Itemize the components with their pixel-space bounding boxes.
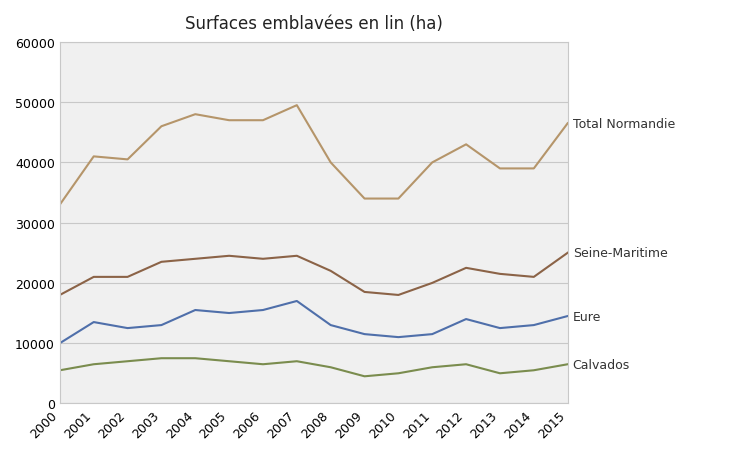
Text: Total Normandie: Total Normandie <box>573 117 675 131</box>
Text: Eure: Eure <box>573 310 601 323</box>
Text: Calvados: Calvados <box>573 358 630 371</box>
Title: Surfaces emblavées en lin (ha): Surfaces emblavées en lin (ha) <box>185 15 443 33</box>
Text: Seine-Maritime: Seine-Maritime <box>573 247 668 260</box>
